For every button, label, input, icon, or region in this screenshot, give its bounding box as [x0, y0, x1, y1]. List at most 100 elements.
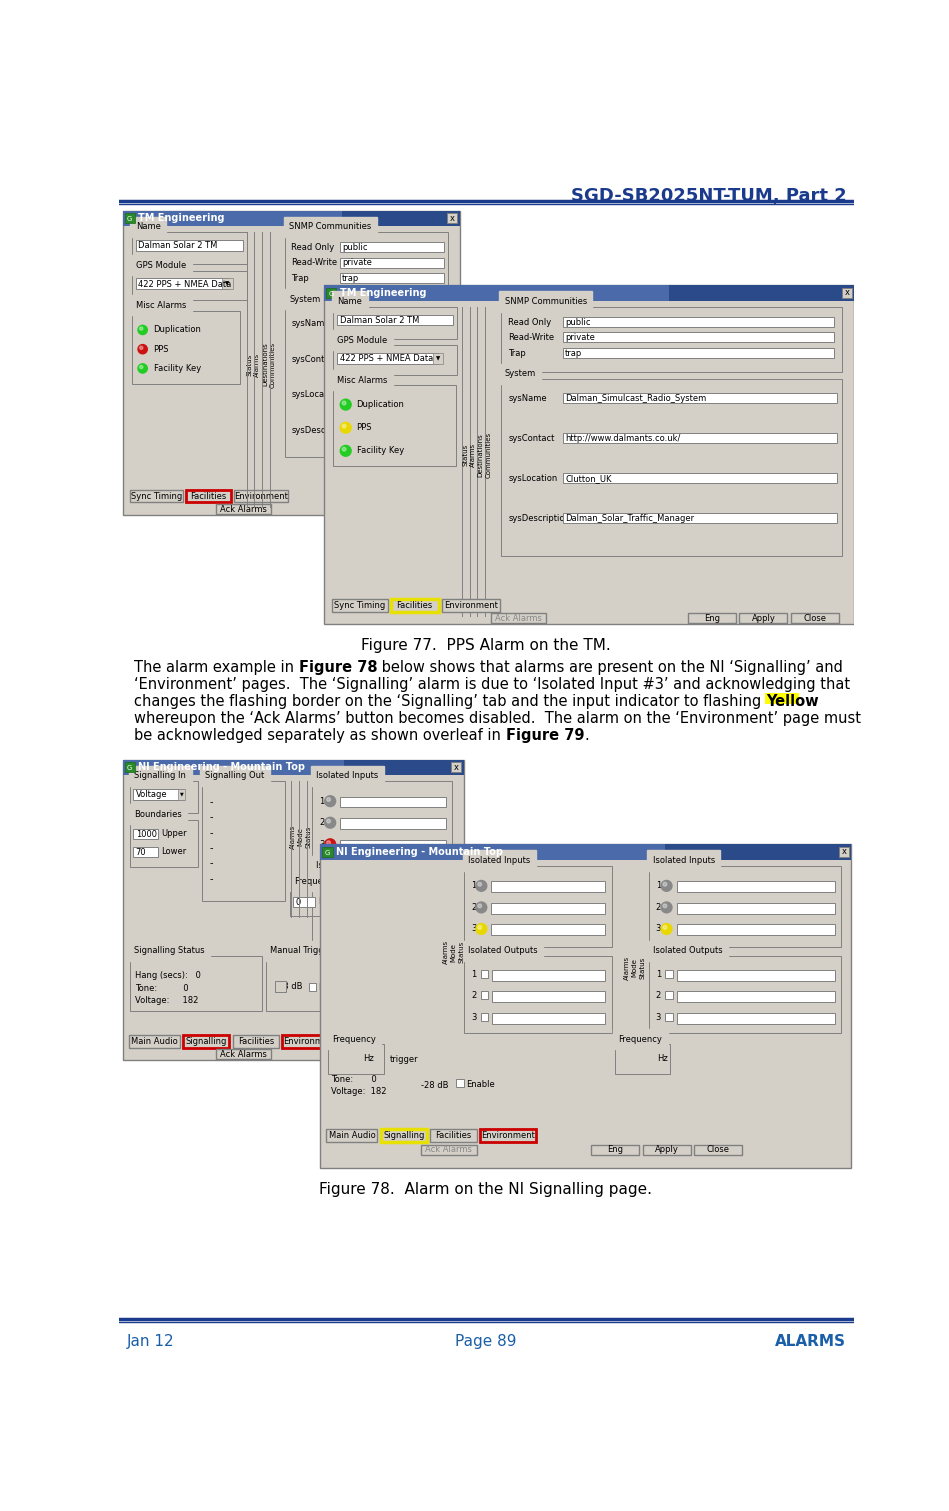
FancyBboxPatch shape	[677, 925, 835, 935]
Text: whereupon the ‘Ack Alarms’ button becomes disabled.  The alarm on the ‘Environme: whereupon the ‘Ack Alarms’ button become…	[134, 712, 861, 727]
Circle shape	[325, 796, 336, 807]
Text: Ack Alarms: Ack Alarms	[495, 613, 542, 623]
Text: Mode: Mode	[451, 943, 456, 961]
FancyBboxPatch shape	[125, 213, 135, 224]
Text: Yellow: Yellow	[766, 694, 819, 709]
FancyBboxPatch shape	[677, 881, 835, 891]
Circle shape	[343, 425, 346, 428]
FancyBboxPatch shape	[328, 885, 336, 893]
Text: sysContact: sysContact	[291, 355, 338, 364]
Text: Alarms: Alarms	[290, 825, 296, 849]
Text: Signalling: Signalling	[185, 1037, 227, 1046]
Text: Destinations: Destinations	[477, 432, 484, 476]
Circle shape	[326, 840, 330, 845]
FancyBboxPatch shape	[136, 278, 229, 289]
Text: Ack Alarms: Ack Alarms	[220, 505, 267, 514]
Text: Signalling In: Signalling In	[134, 772, 186, 780]
Circle shape	[325, 817, 336, 828]
Text: Alarms: Alarms	[254, 352, 260, 376]
Text: PPS: PPS	[154, 345, 169, 354]
FancyBboxPatch shape	[122, 210, 459, 227]
FancyBboxPatch shape	[642, 1145, 691, 1154]
FancyBboxPatch shape	[563, 434, 837, 443]
Text: 1: 1	[320, 885, 325, 895]
FancyBboxPatch shape	[451, 762, 461, 772]
Text: Read-Write: Read-Write	[291, 258, 338, 267]
Circle shape	[661, 902, 672, 913]
Text: sysContact: sysContact	[509, 434, 555, 443]
FancyBboxPatch shape	[336, 354, 444, 364]
Text: Facility Key: Facility Key	[357, 446, 404, 455]
Text: Facilities: Facilities	[191, 493, 227, 502]
FancyBboxPatch shape	[293, 896, 315, 907]
Text: 2: 2	[472, 991, 476, 1000]
Circle shape	[140, 366, 143, 369]
FancyBboxPatch shape	[134, 789, 184, 799]
Text: Dalman_Simulcast_Radio_System: Dalman_Simulcast_Radio_System	[565, 394, 706, 403]
Text: trap: trap	[342, 273, 359, 283]
Text: Isolated Inputs: Isolated Inputs	[316, 772, 379, 780]
Circle shape	[138, 345, 147, 354]
Text: ▼: ▼	[436, 357, 440, 361]
FancyBboxPatch shape	[332, 600, 387, 612]
FancyBboxPatch shape	[491, 881, 605, 891]
FancyBboxPatch shape	[493, 1012, 605, 1023]
FancyBboxPatch shape	[677, 902, 835, 914]
FancyBboxPatch shape	[215, 1049, 271, 1059]
FancyBboxPatch shape	[493, 991, 605, 1002]
FancyBboxPatch shape	[677, 1012, 835, 1023]
Text: Close: Close	[706, 1145, 729, 1154]
Text: Clutton_: Clutton_	[338, 390, 373, 399]
Text: Status: Status	[458, 941, 464, 963]
Text: -28 dB: -28 dB	[420, 1080, 448, 1089]
FancyBboxPatch shape	[491, 613, 547, 624]
Text: Eng: Eng	[355, 1050, 371, 1059]
FancyBboxPatch shape	[433, 354, 443, 364]
Text: SGD-SB2025NT-TUM, Part 2: SGD-SB2025NT-TUM, Part 2	[571, 187, 847, 205]
Text: x: x	[450, 213, 456, 222]
FancyBboxPatch shape	[340, 242, 444, 252]
Text: Status: Status	[306, 825, 311, 848]
Text: Misc Alarms: Misc Alarms	[136, 301, 186, 310]
FancyBboxPatch shape	[183, 1035, 230, 1047]
Text: 2: 2	[656, 991, 661, 1000]
Text: Figure 79: Figure 79	[506, 728, 585, 743]
Text: Apply: Apply	[655, 1145, 679, 1154]
FancyBboxPatch shape	[320, 845, 851, 860]
Circle shape	[326, 798, 330, 801]
Text: Voltage:     182: Voltage: 182	[135, 996, 198, 1005]
Text: The alarm example in: The alarm example in	[134, 660, 299, 675]
Text: Dalman_Solar_Traffic_Manager: Dalman_Solar_Traffic_Manager	[565, 514, 694, 523]
Text: Dalman Solar 2 TM: Dalman Solar 2 TM	[138, 242, 217, 251]
FancyBboxPatch shape	[340, 928, 446, 938]
Text: PPS: PPS	[357, 423, 372, 432]
Text: http://www.dalmants.co.uk/: http://www.dalmants.co.uk/	[565, 434, 680, 443]
Text: Misc Alarms: Misc Alarms	[337, 376, 387, 385]
FancyBboxPatch shape	[563, 393, 837, 403]
Circle shape	[343, 447, 346, 452]
Text: 2: 2	[320, 907, 325, 916]
Text: Environment: Environment	[481, 1132, 534, 1141]
FancyBboxPatch shape	[391, 600, 438, 612]
FancyBboxPatch shape	[323, 846, 332, 857]
Text: Destinations: Destinations	[262, 343, 269, 387]
Text: ▼: ▼	[225, 281, 230, 286]
Text: -: -	[210, 873, 213, 884]
Text: Apply: Apply	[752, 613, 775, 623]
FancyBboxPatch shape	[665, 991, 673, 999]
Text: Status: Status	[462, 444, 468, 465]
FancyBboxPatch shape	[122, 210, 459, 515]
FancyBboxPatch shape	[186, 490, 231, 503]
Text: Trap: Trap	[509, 349, 526, 358]
Text: 2: 2	[656, 904, 661, 913]
Text: Frequency: Frequency	[332, 1035, 376, 1044]
Text: Read Only: Read Only	[291, 243, 335, 252]
Text: System: System	[505, 370, 536, 378]
Text: sysLocation: sysLocation	[291, 390, 341, 399]
Circle shape	[140, 326, 143, 331]
Text: Main Audio: Main Audio	[131, 1037, 177, 1046]
Circle shape	[477, 904, 481, 908]
FancyBboxPatch shape	[122, 210, 342, 227]
Text: Apply: Apply	[401, 1050, 425, 1059]
FancyBboxPatch shape	[447, 213, 457, 224]
